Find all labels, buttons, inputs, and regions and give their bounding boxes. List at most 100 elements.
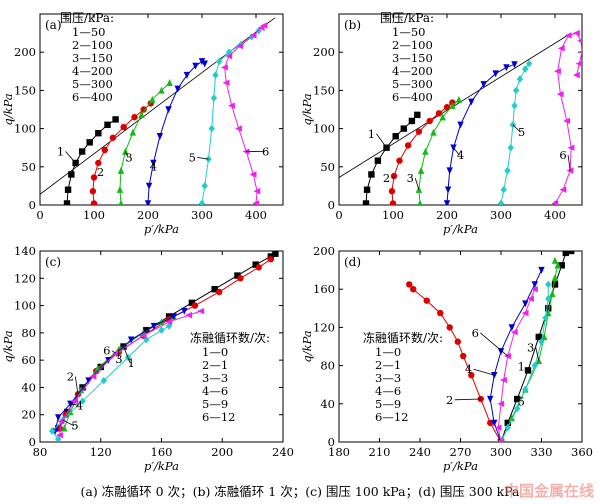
series-line [500, 260, 559, 442]
data-point [410, 286, 417, 293]
reference-line [339, 32, 572, 178]
data-point [455, 95, 463, 103]
data-point [198, 199, 206, 205]
data-point [511, 61, 518, 69]
chart-panel-3: 80 120 160 200 240 0 20 40 60 80 100 120 140 p′/kPa q/… [1, 244, 294, 473]
legend-entry: 4—200 [392, 64, 433, 78]
data-point [64, 186, 72, 193]
data-point [100, 376, 107, 385]
x-tick-label: 300 [490, 208, 512, 222]
x-tick-label: 120 [90, 445, 112, 459]
data-point [417, 166, 425, 174]
data-point [122, 147, 129, 155]
legend: 冻融循环数/次:1—02—13—34—65—96—12 [190, 330, 270, 424]
data-point [191, 302, 199, 309]
data-point [491, 419, 498, 427]
data-point [363, 186, 371, 193]
data-point [362, 200, 370, 205]
data-point [165, 318, 173, 326]
y-tick-label: 40 [21, 380, 36, 394]
legend-entry: 4—6 [202, 384, 228, 398]
data-point [404, 142, 412, 149]
series-6 [494, 286, 538, 442]
data-point [201, 182, 208, 190]
data-point [446, 324, 453, 331]
data-point [234, 272, 241, 279]
y-tick-label: 0 [328, 198, 335, 212]
data-point [415, 128, 423, 135]
curve-label: 4 [465, 362, 472, 376]
legend-entry: 2—100 [72, 38, 113, 52]
data-point [216, 57, 223, 66]
curve-label-leader [376, 133, 387, 148]
data-point [211, 286, 218, 293]
data-point [549, 290, 556, 298]
chart-panel-1: 0 100 200 300 400050100150200p′/kPaq/kPa(a)1… [1, 11, 284, 236]
y-tick-label: 200 [313, 244, 335, 258]
data-point [145, 182, 153, 190]
data-point [423, 297, 430, 304]
data-point [511, 101, 518, 110]
data-point [68, 171, 75, 178]
legend-entry: 2—100 [392, 38, 433, 52]
y-tick-label: 100 [14, 122, 36, 136]
data-point [116, 186, 124, 193]
x-tick-label: 200 [436, 208, 458, 222]
data-point [562, 251, 569, 257]
data-point [516, 75, 524, 83]
data-point [531, 286, 538, 293]
data-point [201, 60, 208, 68]
data-point [181, 307, 188, 315]
series-line [147, 60, 206, 204]
watermark: 中国金属在线 [503, 482, 594, 500]
curve-label-leader [454, 398, 481, 401]
series-3 [415, 95, 463, 205]
curve-label: 6 [262, 144, 269, 158]
curve-label: 6 [103, 344, 110, 358]
data-point [253, 188, 261, 195]
data-point [63, 200, 71, 205]
data-point [430, 128, 437, 136]
data-point [216, 288, 223, 296]
x-tick-label: 160 [151, 445, 173, 459]
data-point [109, 134, 117, 141]
data-point [95, 159, 102, 167]
data-point [267, 255, 275, 263]
data-point [554, 68, 561, 75]
curve-label-leader [70, 403, 79, 406]
data-point [95, 129, 102, 137]
data-point [48, 427, 56, 435]
legend-entry: 6—400 [392, 90, 433, 104]
curve-label: 3 [125, 150, 132, 164]
data-point [497, 438, 505, 442]
curve-label-leader [535, 347, 540, 361]
y-tick-label: 140 [14, 244, 36, 258]
legend-entry: 5—300 [392, 77, 433, 91]
legend-entry: 3—3 [202, 371, 228, 385]
series-3 [116, 79, 173, 205]
data-point [156, 133, 164, 140]
data-point [188, 299, 196, 307]
data-point [439, 113, 446, 121]
x-axis-label: p′/kPa [443, 459, 478, 473]
data-point [522, 385, 529, 394]
curve-label-leader [117, 349, 120, 359]
data-point [252, 200, 260, 205]
data-point [480, 81, 487, 88]
plot-area [40, 17, 276, 205]
series-1 [362, 111, 421, 205]
data-point [491, 371, 498, 379]
data-point [510, 328, 518, 336]
data-point [504, 423, 511, 432]
series-line [119, 82, 170, 204]
data-point [144, 200, 152, 205]
data-point [435, 110, 443, 117]
data-point [192, 62, 199, 70]
data-point [551, 281, 559, 288]
data-point [222, 79, 230, 86]
curve-label-leader [480, 332, 509, 357]
series-2 [406, 281, 505, 442]
legend-title: 冻融循环数/次: [190, 330, 270, 345]
data-point [545, 280, 552, 289]
data-point [174, 85, 181, 93]
